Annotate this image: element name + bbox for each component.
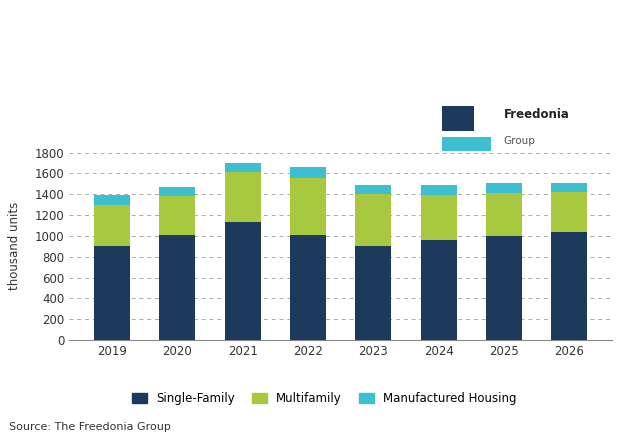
Bar: [421, 185, 457, 195]
Bar: [551, 192, 587, 232]
Bar: [551, 183, 587, 192]
Text: Freedonia: Freedonia: [504, 108, 569, 121]
Bar: [225, 222, 261, 340]
Bar: [486, 236, 522, 340]
Text: Source: The Freedonia Group: Source: The Freedonia Group: [9, 422, 172, 432]
Bar: [355, 194, 391, 246]
Bar: [160, 235, 196, 340]
Text: Figure 4-1.
New Housing Construction by Housing Type,
2019 – 2026
(thousand unit: Figure 4-1. New Housing Construction by …: [9, 5, 286, 59]
Bar: [551, 232, 587, 340]
Bar: [94, 246, 130, 340]
FancyBboxPatch shape: [442, 106, 473, 132]
Bar: [421, 239, 457, 340]
Bar: [160, 196, 196, 235]
Bar: [486, 183, 522, 193]
Bar: [94, 204, 130, 246]
Bar: [290, 235, 326, 340]
Bar: [486, 193, 522, 236]
Bar: [421, 195, 457, 239]
Y-axis label: thousand units: thousand units: [8, 202, 21, 290]
Text: Group: Group: [504, 136, 536, 146]
Bar: [355, 246, 391, 340]
Bar: [290, 178, 326, 235]
Bar: [225, 172, 261, 222]
Bar: [94, 195, 130, 204]
Bar: [160, 187, 196, 196]
Legend: Single-Family, Multifamily, Manufactured Housing: Single-Family, Multifamily, Manufactured…: [127, 387, 521, 410]
Bar: [355, 185, 391, 194]
Bar: [290, 167, 326, 178]
FancyBboxPatch shape: [442, 137, 491, 151]
Bar: [225, 163, 261, 172]
